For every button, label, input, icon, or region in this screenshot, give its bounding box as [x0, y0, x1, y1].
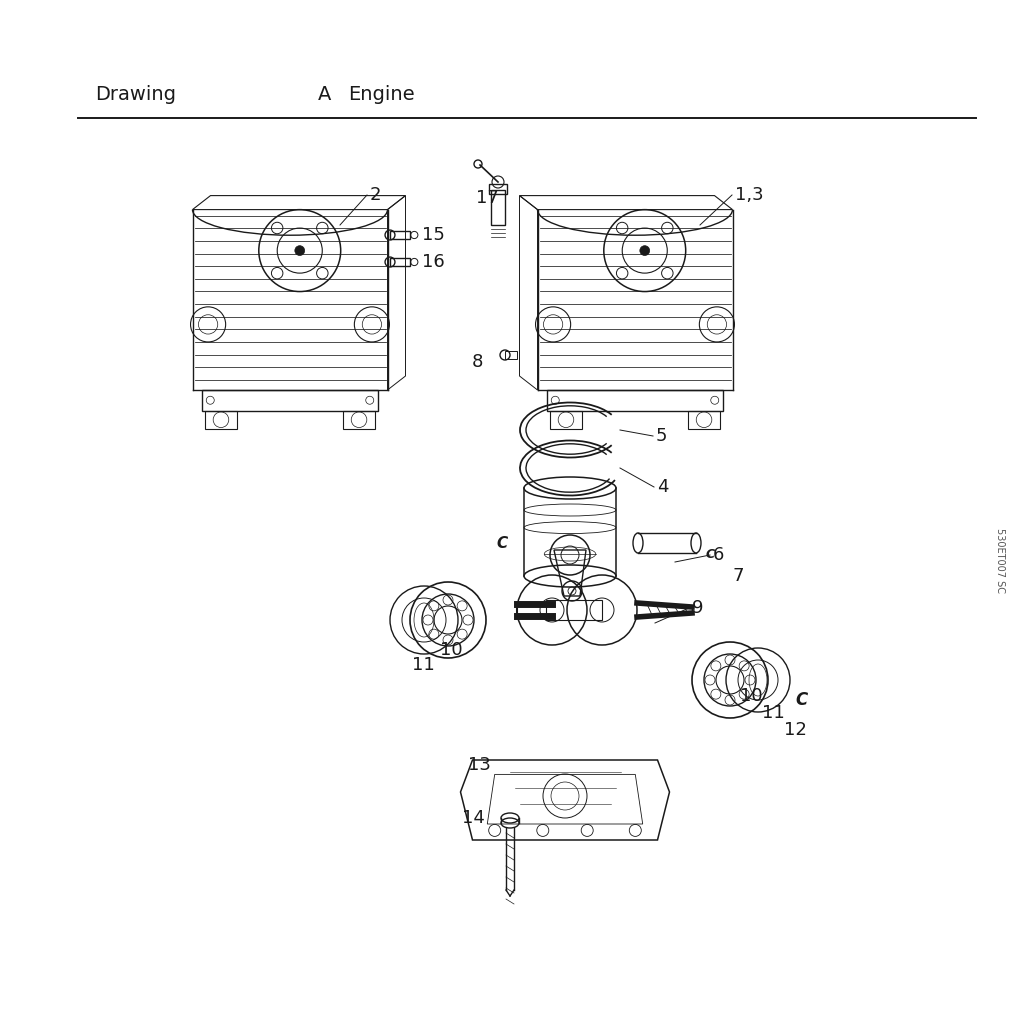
Bar — [203, 390, 378, 411]
Text: 11: 11 — [412, 656, 435, 674]
Text: Drawing: Drawing — [95, 85, 176, 104]
Text: 11: 11 — [762, 705, 784, 722]
Text: 7: 7 — [732, 567, 743, 585]
Text: 530ET007 SC: 530ET007 SC — [995, 527, 1005, 593]
Text: 9: 9 — [692, 599, 703, 617]
Circle shape — [640, 246, 649, 256]
Bar — [688, 411, 720, 429]
Text: C: C — [706, 549, 715, 561]
Bar — [343, 411, 375, 429]
Text: C: C — [497, 536, 508, 551]
Text: 8: 8 — [472, 353, 483, 371]
Bar — [547, 390, 723, 411]
Text: 5: 5 — [656, 427, 668, 445]
Text: 1,3: 1,3 — [735, 186, 764, 204]
Text: 12: 12 — [784, 721, 807, 739]
Text: Engine: Engine — [348, 85, 415, 104]
Text: 17: 17 — [476, 189, 499, 207]
Circle shape — [295, 246, 305, 256]
Text: 10: 10 — [740, 687, 763, 705]
Text: 15: 15 — [422, 226, 444, 244]
Text: A: A — [318, 85, 332, 104]
Bar — [390, 258, 410, 266]
Text: 10: 10 — [440, 641, 463, 659]
Text: 2: 2 — [370, 186, 382, 204]
Bar — [546, 600, 602, 620]
Text: 14: 14 — [462, 809, 485, 827]
Text: 13: 13 — [468, 756, 490, 774]
Text: 4: 4 — [657, 478, 669, 496]
Bar — [390, 231, 410, 239]
Bar — [490, 190, 505, 225]
Text: C: C — [796, 691, 808, 709]
Bar — [206, 411, 237, 429]
Bar — [550, 411, 582, 429]
Bar — [505, 351, 517, 359]
Bar — [489, 184, 507, 194]
Text: 6: 6 — [713, 546, 724, 564]
Text: 16: 16 — [422, 253, 444, 271]
